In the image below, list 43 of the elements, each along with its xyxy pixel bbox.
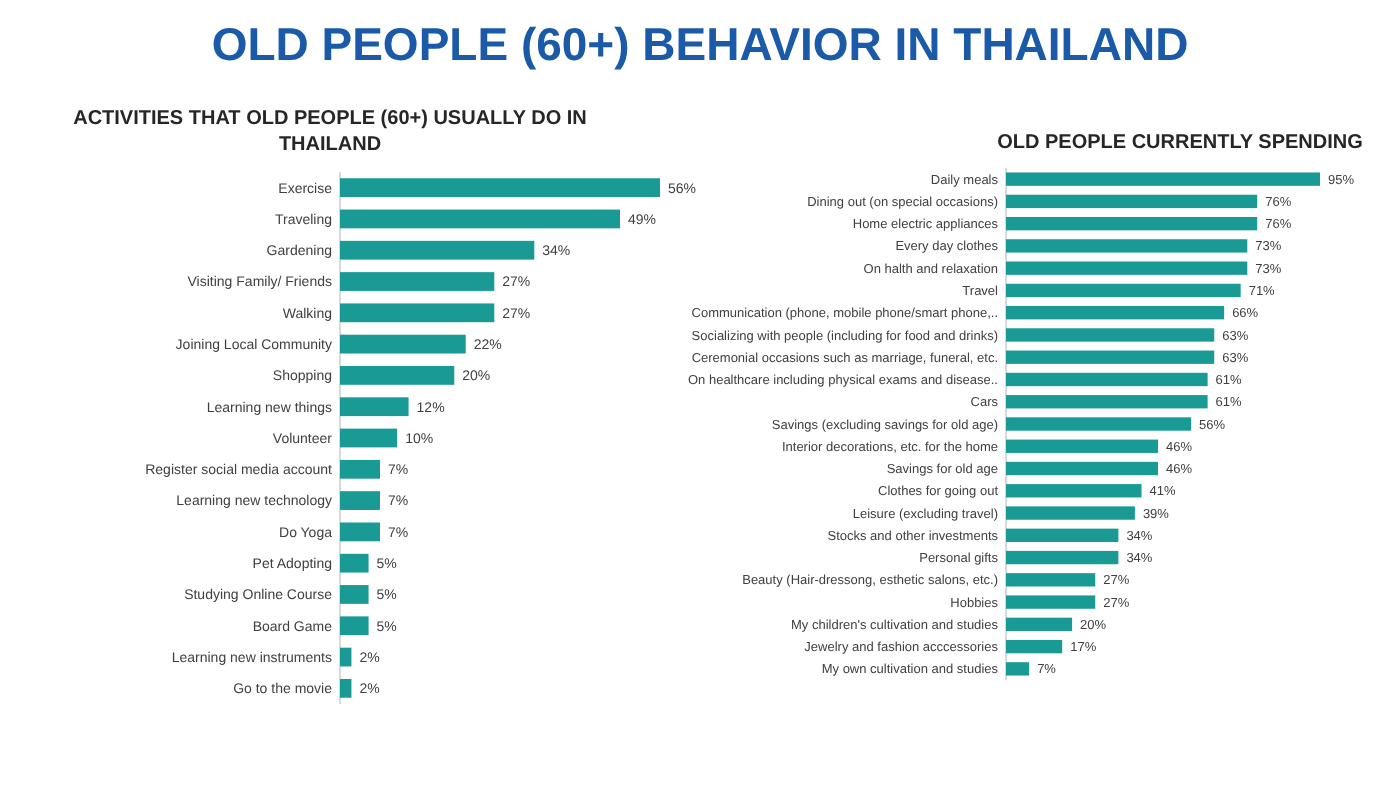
bar	[340, 303, 495, 323]
bar	[1006, 595, 1096, 609]
bar	[1006, 550, 1119, 565]
bar	[340, 585, 369, 604]
bar	[340, 272, 495, 291]
bar	[340, 491, 380, 510]
chart-subtitle: ACTIVITIES THAT OLD PEOPLE (60+) USUALLY DO IN THAILAND	[73, 108, 587, 156]
bar	[340, 522, 380, 542]
bar	[1006, 172, 1320, 186]
bar	[1006, 662, 1030, 676]
bar	[1006, 617, 1073, 632]
bar	[340, 209, 620, 229]
bar	[1006, 328, 1215, 342]
bar	[340, 240, 535, 260]
bar	[340, 366, 455, 385]
bar	[1006, 239, 1248, 253]
bar	[340, 459, 380, 479]
bar	[1006, 395, 1208, 409]
bar	[1006, 461, 1159, 476]
bar	[340, 616, 369, 636]
bar	[1006, 528, 1119, 542]
bar	[1006, 216, 1258, 231]
bar	[1006, 350, 1215, 364]
bar	[340, 678, 352, 698]
bar	[340, 397, 409, 417]
bar	[340, 647, 352, 667]
bar	[1006, 306, 1225, 320]
bar	[1006, 372, 1208, 387]
bar	[340, 334, 466, 354]
bar	[1006, 573, 1096, 587]
bar	[1006, 283, 1241, 298]
bar	[1006, 417, 1192, 431]
chart-title: OLD PEOPLE (60+) BEHAVIOR IN THAILAND	[211, 18, 1189, 70]
bar	[1006, 484, 1142, 498]
bar	[1006, 439, 1159, 453]
bar	[1006, 639, 1063, 654]
bar	[340, 178, 660, 198]
bar	[1006, 506, 1135, 520]
bar	[340, 553, 369, 573]
chart-title: OLD PEOPLE CURRENTLY SPENDING	[997, 132, 1364, 154]
bar	[1006, 194, 1258, 209]
bar	[340, 428, 398, 448]
bar	[1006, 261, 1248, 275]
